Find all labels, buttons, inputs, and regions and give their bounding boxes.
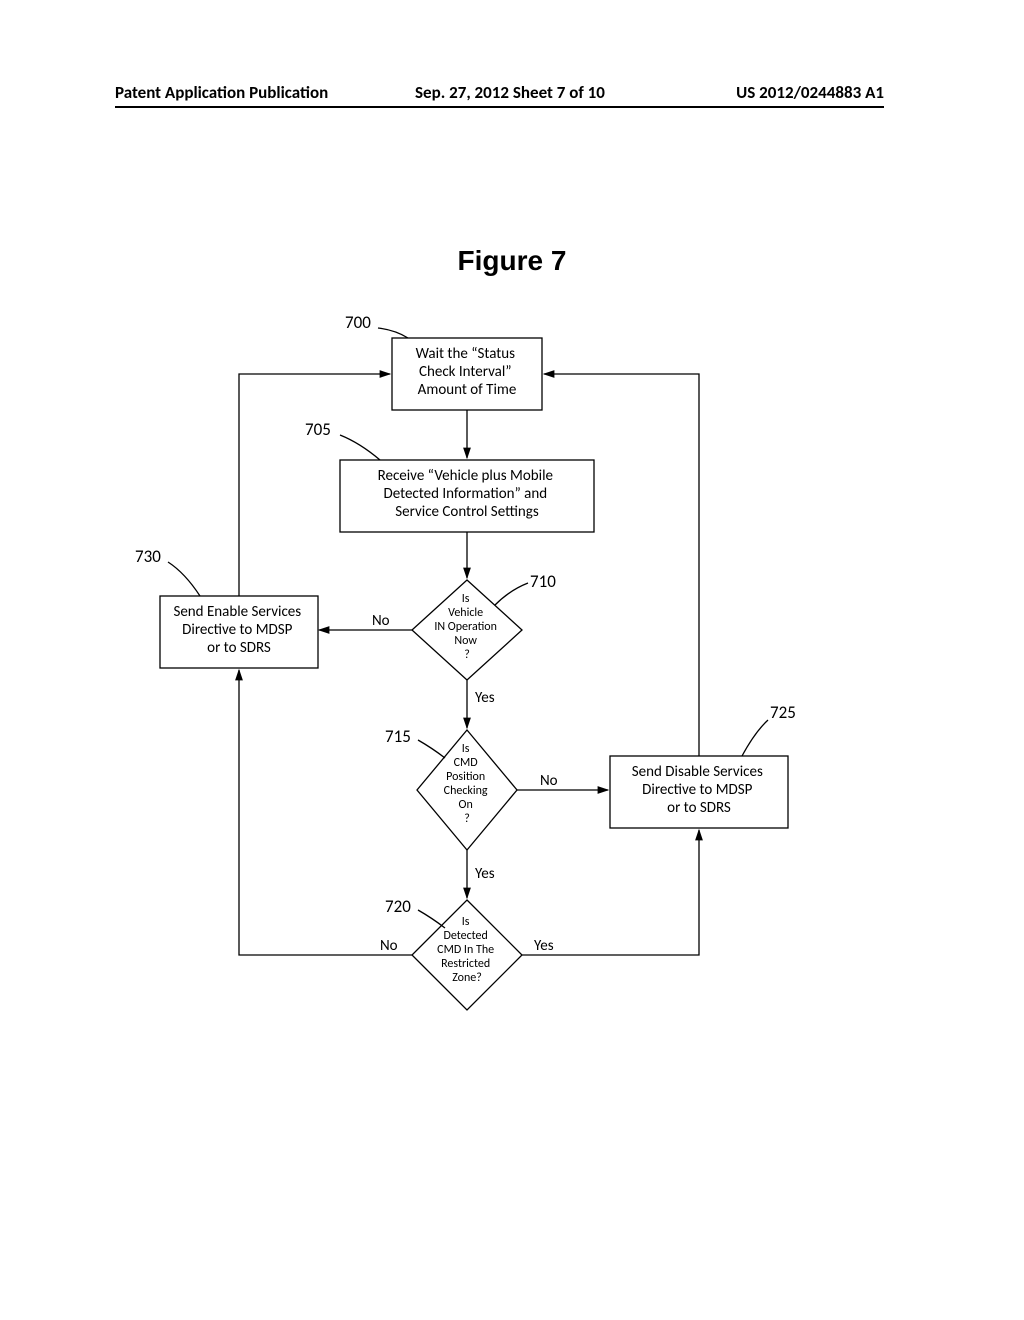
header-center: Sep. 27, 2012 Sheet 7 of 10 [415, 82, 605, 103]
page-container: Patent Application Publication Sep. 27, … [0, 0, 1024, 1320]
ref-705: 705 [305, 419, 331, 440]
ref-715: 715 [385, 726, 411, 747]
label-710-yes: Yes [475, 689, 495, 707]
node-705-text: Receive “Vehicle plus Mobile Detected In… [378, 467, 557, 521]
ref-730-leader [168, 562, 200, 596]
ref-700: 700 [345, 312, 371, 333]
ref-710-leader [495, 583, 528, 605]
flowchart-svg: Wait the “Status Check Interval” Amount … [0, 300, 1024, 1080]
header-right: US 2012/0244883 A1 [736, 82, 884, 103]
label-710-no: No [372, 612, 390, 630]
edge-725-loop [544, 374, 699, 756]
ref-700-leader [378, 328, 408, 338]
figure-title: Figure 7 [0, 245, 1024, 277]
label-720-no: No [380, 937, 398, 955]
ref-715-leader [418, 740, 445, 758]
ref-720: 720 [385, 896, 411, 917]
ref-725-leader [742, 720, 768, 756]
node-700-text: Wait the “Status Check Interval” Amount … [416, 345, 519, 399]
label-720-yes: Yes [534, 937, 554, 955]
ref-720-leader [418, 910, 445, 928]
header-rule [115, 106, 884, 108]
ref-725: 725 [770, 702, 796, 723]
page-header: Patent Application Publication Sep. 27, … [0, 82, 1024, 112]
label-715-yes: Yes [475, 865, 495, 883]
label-715-no: No [540, 772, 558, 790]
header-left: Patent Application Publication [115, 82, 328, 103]
ref-705-leader [340, 435, 380, 460]
ref-710: 710 [530, 571, 556, 592]
ref-730: 730 [135, 546, 161, 567]
